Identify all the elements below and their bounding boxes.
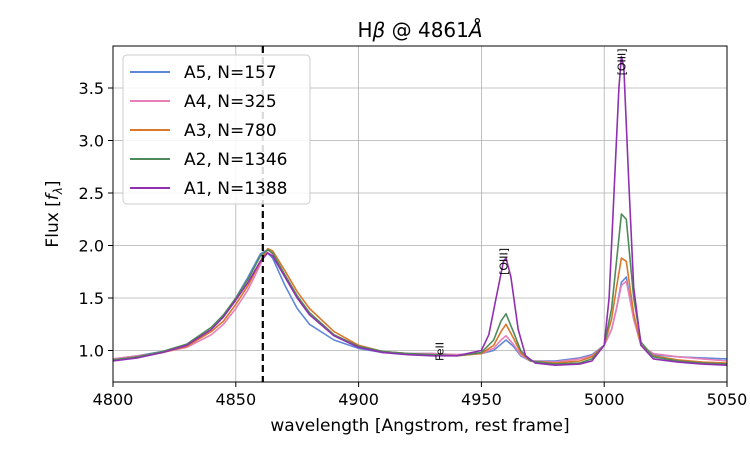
title-unit: Å — [467, 18, 483, 42]
annotations: [OIII] [OIII] FeII — [434, 48, 629, 361]
x-tick-label: 4950 — [461, 390, 502, 409]
grid-lines — [112, 46, 728, 382]
title-mid: @ 4861 — [385, 18, 469, 42]
x-axis-ticks: 4800 4850 4900 4950 5000 5050 — [93, 382, 748, 409]
legend-label: A4, N=325 — [184, 92, 277, 112]
y-tick-label: 2.0 — [79, 237, 104, 256]
x-tick-label: 4850 — [215, 390, 256, 409]
line-annotation: [OIII] — [615, 48, 628, 75]
y-tick-label: 3.0 — [79, 132, 104, 151]
plot-frame — [112, 45, 728, 383]
x-axis-label: wavelength [Angstrom, rest frame] — [270, 416, 569, 436]
y-tick-label: 1.5 — [79, 289, 104, 308]
legend-label: A2, N=1346 — [184, 150, 287, 170]
ylabel-prefix: Flux [ — [43, 200, 63, 247]
series-line-3 — [112, 247, 728, 364]
y-axis-ticks: 1.0 1.5 2.0 2.5 3.0 3.5 — [79, 79, 113, 361]
x-tick-label: 5050 — [707, 390, 748, 409]
x-tick-label: 4900 — [338, 390, 379, 409]
y-tick-label: 1.0 — [79, 342, 104, 361]
chart-title: Hβ @ 4861Å — [357, 18, 482, 42]
series-line-4 — [112, 213, 728, 365]
ylabel-f: f — [43, 191, 63, 200]
ylabel-sub: λ — [51, 187, 65, 195]
legend: A5, N=157 A4, N=325 A3, N=780 A2, N=1346 A1,… — [122, 54, 311, 205]
title-beta: β — [371, 18, 385, 42]
ylabel-suffix: ] — [43, 180, 63, 187]
legend-label: A3, N=780 — [184, 121, 277, 141]
series-line-5 — [112, 55, 728, 367]
legend-label: A1, N=1388 — [184, 179, 287, 199]
y-tick-label: 2.5 — [79, 184, 104, 203]
title-prefix: H — [357, 18, 372, 42]
legend-box — [122, 54, 311, 205]
line-annotation: FeII — [434, 342, 447, 361]
y-axis-label: Flux [fλ] — [43, 180, 65, 247]
y-tick-label: 3.5 — [79, 79, 104, 98]
legend-label: A5, N=157 — [184, 63, 277, 83]
x-tick-label: 5000 — [584, 390, 625, 409]
x-tick-label: 4800 — [93, 390, 134, 409]
line-annotation: [OIII] — [498, 248, 511, 275]
